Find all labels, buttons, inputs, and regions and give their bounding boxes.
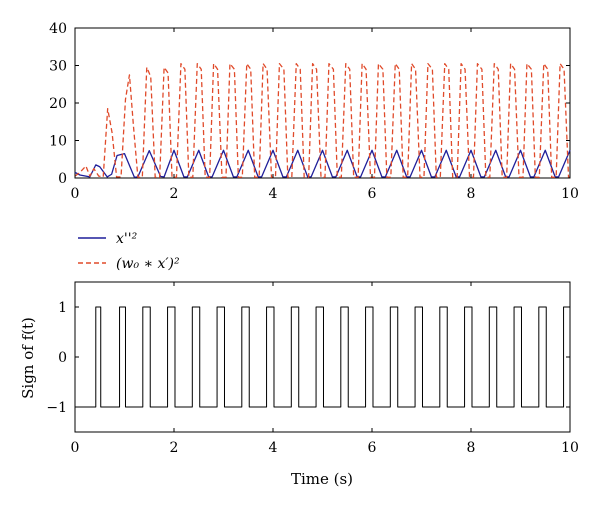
bot-xtick-label-0: 0 bbox=[71, 440, 80, 456]
bottom-plot-xlabel: Time (s) bbox=[291, 470, 353, 488]
bot-xtick-label-5: 10 bbox=[561, 440, 579, 456]
top-ytick-label-2: 20 bbox=[49, 96, 67, 112]
top-ytick-label-3: 30 bbox=[49, 59, 67, 75]
top-xtick-label-0: 0 bbox=[71, 186, 80, 202]
top-ytick-label-4: 40 bbox=[49, 21, 67, 37]
bottom-plot: 0 2 4 6 8 10 −1 0 1 Time (s) Sign of f(t) bbox=[19, 281, 579, 488]
bot-series-0 bbox=[74, 306, 571, 408]
top-series-0 bbox=[74, 149, 571, 178]
top-plot-ticks: 0 2 4 6 8 10 0 10 20 30 40 bbox=[49, 21, 579, 202]
legend-label-w0-x-prime-squared: (w₀ ∗ x′)² bbox=[116, 256, 180, 272]
top-series-1 bbox=[74, 62, 570, 178]
top-plot: 0 2 4 6 8 10 0 10 20 30 40 bbox=[49, 21, 579, 202]
bottom-plot-ticks: 0 2 4 6 8 10 −1 0 1 bbox=[46, 282, 579, 456]
bot-xtick-label-2: 4 bbox=[269, 440, 278, 456]
bot-ytick-label-1: 0 bbox=[58, 350, 67, 366]
top-xtick-label-2: 4 bbox=[269, 186, 278, 202]
top-xtick-label-5: 10 bbox=[561, 186, 579, 202]
top-xtick-label-1: 2 bbox=[170, 186, 179, 202]
top-ytick-label-1: 10 bbox=[49, 134, 67, 150]
bot-ytick-label-0: −1 bbox=[46, 400, 67, 416]
bot-xtick-label-1: 2 bbox=[170, 440, 179, 456]
top-ytick-label-0: 0 bbox=[58, 171, 67, 187]
top-plot-frame bbox=[74, 27, 571, 179]
legend-label-x-double-prime-squared: x''² bbox=[116, 231, 138, 247]
top-xtick-label-3: 6 bbox=[368, 186, 377, 202]
bottom-plot-frame bbox=[74, 281, 571, 433]
bot-ytick-label-2: 1 bbox=[58, 300, 67, 316]
bottom-plot-series bbox=[74, 306, 571, 408]
top-xtick-label-4: 8 bbox=[467, 186, 476, 202]
bot-xtick-label-3: 6 bbox=[368, 440, 377, 456]
legend: x''² (w₀ ∗ x′)² bbox=[78, 231, 180, 272]
top-plot-series bbox=[74, 62, 571, 178]
bottom-plot-ylabel: Sign of f(t) bbox=[19, 317, 37, 399]
bot-xtick-label-4: 8 bbox=[467, 440, 476, 456]
